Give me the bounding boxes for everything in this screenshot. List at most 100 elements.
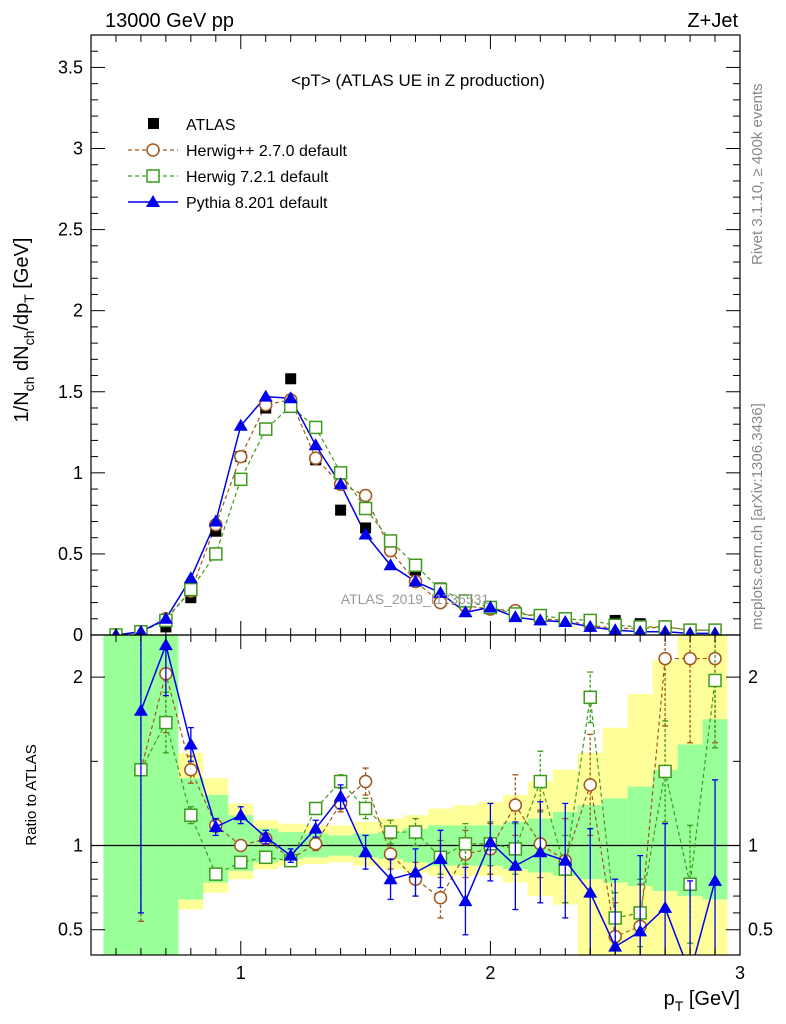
main-point-herwig7 bbox=[333, 466, 348, 480]
ratio-y-tick-label-right: 2 bbox=[748, 667, 758, 687]
main-point-pythia bbox=[458, 605, 473, 618]
main-y-tick-label: 0.5 bbox=[58, 544, 83, 564]
ratio-point-pythia bbox=[633, 924, 648, 937]
main-point-pythia bbox=[333, 477, 348, 490]
ratio-point-pythia bbox=[383, 872, 398, 885]
ratio-line-herwig7 bbox=[140, 680, 716, 919]
main-y-tick-label: 2.5 bbox=[58, 220, 83, 240]
main-y-tick-label: 0 bbox=[73, 625, 83, 645]
main-point-pythia bbox=[158, 611, 173, 624]
ratio-point-pythia bbox=[408, 865, 423, 878]
main-point-herwig7 bbox=[308, 420, 323, 435]
x-axis-label: pT [GeV] bbox=[664, 988, 740, 1014]
legend-label-herwigpp: Herwig++ 2.7.0 default bbox=[186, 143, 348, 160]
ratio-point-pythia bbox=[133, 703, 148, 716]
ratio-point-pythia bbox=[608, 939, 623, 952]
ratio-point-herwig7 bbox=[184, 808, 198, 822]
legend-marker-atlas bbox=[148, 118, 159, 129]
main-y-tick-label: 1.5 bbox=[58, 382, 83, 402]
legend-label-pythia: Pythia 8.201 default bbox=[186, 195, 328, 212]
ratio-point-pythia bbox=[208, 820, 223, 832]
ratio-point-herwigpp bbox=[234, 838, 248, 853]
ratio-point-pythia bbox=[183, 737, 198, 750]
main-point-herwig7 bbox=[209, 547, 223, 561]
legend-label-herwig7: Herwig 7.2.1 default bbox=[186, 169, 329, 186]
ratio-point-pythia bbox=[458, 894, 473, 907]
main-point-herwigpp bbox=[234, 449, 248, 464]
legend-entry-herwigpp: Herwig++ 2.7.0 default bbox=[128, 143, 348, 160]
legend-entry-herwig7: Herwig 7.2.1 default bbox=[128, 169, 329, 186]
ratio-point-herwigpp bbox=[308, 837, 323, 851]
main-point-herwigpp bbox=[358, 488, 373, 503]
ratio-point-herwigpp bbox=[583, 778, 597, 792]
ratio-panel-series bbox=[133, 635, 723, 979]
ratio-point-pythia bbox=[483, 835, 498, 848]
main-point-pythia bbox=[583, 619, 598, 632]
plot-title: <pT> (ATLAS UE in Z production) bbox=[291, 71, 545, 90]
ratio-point-pythia bbox=[258, 830, 273, 843]
legend-entry-pythia: Pythia 8.201 default bbox=[128, 195, 328, 212]
ratio-point-herwig7 bbox=[383, 825, 398, 839]
ratio-point-herwigpp bbox=[658, 651, 672, 666]
ratio-y-tick-label: 0.5 bbox=[58, 920, 83, 940]
ratio-point-herwig7 bbox=[358, 801, 373, 816]
ratio-point-herwig7 bbox=[708, 673, 722, 688]
mcplots-label: mcplots.cern.ch [arXiv:1306.3436] bbox=[749, 403, 766, 630]
ratio-point-herwigpp bbox=[508, 798, 523, 812]
band-inner-bin bbox=[178, 778, 204, 900]
ratio-point-herwigpp bbox=[383, 847, 398, 861]
ratio-point-herwig7 bbox=[408, 825, 423, 839]
main-point-pythia bbox=[283, 391, 298, 404]
ratio-y-tick-label-right: 1 bbox=[748, 836, 758, 856]
main-point-pythia bbox=[508, 610, 523, 623]
ratio-y-tick-label: 2 bbox=[73, 667, 83, 687]
band-inner-bin bbox=[677, 744, 703, 897]
ratio-point-pythia bbox=[358, 845, 373, 858]
main-point-pythia bbox=[483, 600, 498, 613]
ratio-point-pythia bbox=[308, 821, 323, 834]
ratio-point-herwig7 bbox=[209, 867, 223, 881]
main-point-herwig7 bbox=[358, 501, 373, 516]
ratio-point-herwig7 bbox=[658, 764, 672, 779]
main-point-herwig7 bbox=[408, 558, 423, 573]
legend-marker-herwigpp bbox=[146, 143, 160, 157]
band-inner-bin bbox=[602, 798, 628, 883]
main-point-herwig7 bbox=[258, 422, 273, 436]
main-point-herwig7 bbox=[234, 472, 248, 487]
process-label: Z+Jet bbox=[687, 10, 738, 32]
main-point-pythia bbox=[233, 418, 248, 431]
ratio-point-pythia bbox=[683, 967, 697, 979]
rivet-label: Rivet 3.1.10, ≥ 400k events bbox=[749, 83, 766, 265]
main-y-tick-label: 3 bbox=[73, 139, 83, 159]
ratio-point-herwig7 bbox=[583, 690, 597, 705]
main-point-pythia bbox=[533, 613, 548, 626]
ratio-point-herwigpp bbox=[683, 651, 697, 666]
legend: ATLAS Herwig++ 2.7.0 default Herwig 7.2.… bbox=[128, 117, 348, 212]
ratio-point-pythia bbox=[508, 858, 523, 871]
main-point-herwigpp bbox=[308, 451, 323, 465]
legend-label-atlas: ATLAS bbox=[186, 117, 236, 134]
energy-label: 13000 GeV pp bbox=[105, 10, 234, 32]
ratio-y-axis-label: Ratio to ATLAS bbox=[23, 744, 40, 845]
main-point-pythia bbox=[258, 389, 273, 402]
ratio-point-pythia bbox=[233, 808, 248, 821]
ratio-point-pythia bbox=[283, 848, 298, 861]
ratio-y-tick-label: 1 bbox=[73, 836, 83, 856]
main-y-tick-label: 3.5 bbox=[58, 57, 83, 77]
ratio-point-pythia bbox=[708, 873, 723, 886]
band-inner-bin bbox=[103, 635, 129, 955]
main-panel-series bbox=[109, 373, 722, 635]
ratio-point-pythia bbox=[558, 853, 573, 866]
main-point-pythia bbox=[208, 514, 223, 527]
main-point-atlas bbox=[335, 504, 347, 516]
ratio-point-herwig7 bbox=[159, 715, 173, 730]
ratio-point-herwig7 bbox=[258, 850, 273, 865]
main-y-tick-label: 2 bbox=[73, 301, 83, 321]
ratio-point-herwig7 bbox=[234, 855, 248, 870]
main-point-pythia bbox=[308, 438, 323, 451]
ratio-x-tick-label: 1 bbox=[236, 963, 246, 983]
main-point-herwig7 bbox=[383, 534, 398, 548]
main-point-herwig7 bbox=[184, 582, 198, 597]
ratio-point-pythia bbox=[658, 900, 673, 913]
